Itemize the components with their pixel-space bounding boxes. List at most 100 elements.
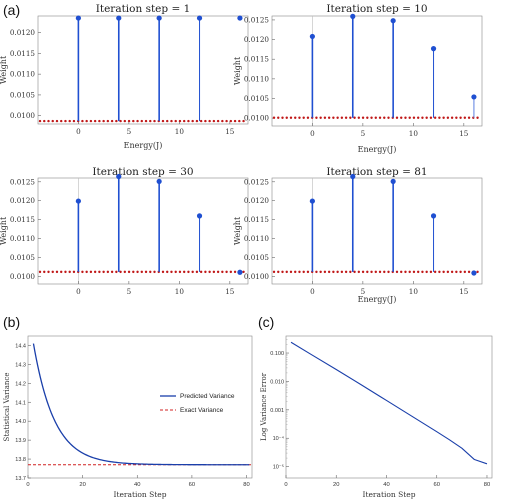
baseline-dot <box>383 270 386 274</box>
plot-frame <box>37 15 249 125</box>
y-tick-label: 14.1 <box>15 400 26 406</box>
baseline-dot <box>450 116 454 119</box>
baseline-dot <box>221 270 224 274</box>
baseline-dot <box>400 116 403 119</box>
y-tick-label: 0.0120 <box>10 196 36 205</box>
baseline-dot <box>306 116 310 119</box>
baseline-dot <box>357 116 361 119</box>
y-tick-label: 14.0 <box>15 419 26 425</box>
x-tick-label: 5 <box>127 127 132 136</box>
y-axis-label: Log Variance Error <box>260 372 268 441</box>
baseline-dot <box>106 119 110 123</box>
stem-point <box>430 46 437 52</box>
y-tick-label: 0.0125 <box>244 177 270 186</box>
baseline-dot <box>319 116 322 119</box>
variance-plot: Statistical Variance Iteration Step 13.7 13… <box>3 335 253 499</box>
baseline-dot <box>119 119 122 123</box>
baseline-dot <box>285 270 288 274</box>
baseline-dot <box>178 119 182 123</box>
baseline-dot <box>450 270 454 274</box>
baseline-dot <box>387 270 390 274</box>
y-tick-label: 0.0105 <box>10 253 36 262</box>
baseline-dot <box>119 270 122 274</box>
y-tick-label: 0.0110 <box>10 234 36 243</box>
baseline-dot <box>85 119 88 123</box>
baseline-dot <box>166 270 169 274</box>
x-axis-label: Energy(J) <box>358 145 397 154</box>
baseline-dot <box>233 119 237 123</box>
baseline-dot <box>327 116 331 119</box>
y-tick-label: 0.0100 <box>244 272 270 281</box>
x-tick-label: 15 <box>225 287 235 296</box>
x-tick-label: 10 <box>175 287 185 296</box>
baseline-dot <box>208 119 211 123</box>
x-axis-label: Iteration Step <box>113 490 166 499</box>
baseline-dot <box>178 270 182 274</box>
baseline-dot <box>438 270 441 274</box>
y-tick-label: 0.0100 <box>244 114 270 123</box>
baseline-dot <box>51 270 54 274</box>
baseline-dot <box>102 119 105 123</box>
baseline-dot <box>463 116 467 119</box>
baseline-dot <box>123 270 127 274</box>
baseline-dot <box>136 119 139 123</box>
baseline-dot <box>319 270 322 274</box>
baseline-dot <box>429 116 433 119</box>
baseline-dot <box>60 270 63 274</box>
baseline-dot <box>336 270 339 274</box>
baseline-dot <box>110 270 114 274</box>
x-tick-label: 5 <box>127 287 132 296</box>
baseline-dot <box>416 270 420 274</box>
baseline-dot <box>81 270 84 274</box>
y-tick-label: 0.0100 <box>10 111 36 120</box>
baseline-dot <box>68 119 71 123</box>
baseline-dot <box>340 116 344 119</box>
x-tick-label: 5 <box>361 287 366 296</box>
baseline-dot <box>429 270 433 274</box>
baseline-dot <box>212 119 216 123</box>
stem-plot-step-10: Iteration step = 10 Weight Energy(J) 0.0100… <box>233 3 483 154</box>
stem-point <box>116 173 122 180</box>
y-tick-label: 14.2 <box>15 381 26 387</box>
baseline-dot <box>366 270 369 274</box>
baseline-dot <box>72 270 76 274</box>
plot-frame <box>37 177 249 285</box>
baseline-dot <box>455 270 458 274</box>
stem-point <box>237 15 243 21</box>
stem-point <box>237 269 243 275</box>
stem-point <box>350 13 356 19</box>
baseline-dot <box>357 270 361 274</box>
plot-frame <box>271 177 483 285</box>
baseline-dot <box>442 116 445 119</box>
x-tick-label: 20 <box>333 482 339 488</box>
baseline-dot <box>132 270 135 274</box>
baseline-dot <box>378 270 382 274</box>
baseline-dot <box>344 270 348 274</box>
baseline-dot <box>353 116 356 119</box>
y-tick-label: 0.010 <box>270 379 284 385</box>
baseline-dot <box>404 270 407 274</box>
baseline-dot <box>161 270 165 274</box>
x-tick-label: 40 <box>134 482 140 488</box>
x-axis-label: Energy(J) <box>358 295 397 304</box>
stem-point <box>196 213 203 219</box>
baseline-dot <box>323 116 327 119</box>
log-variance-error-line <box>290 341 488 465</box>
baseline-dot <box>374 270 377 274</box>
baseline-dot <box>199 119 203 123</box>
baseline-dot <box>47 119 50 123</box>
plot-title: Iteration step = 81 <box>326 166 427 178</box>
baseline-dot <box>153 270 156 274</box>
baseline-dot <box>182 270 186 274</box>
stem-point <box>430 213 437 219</box>
y-tick-label: 10⁻⁴ <box>273 435 285 442</box>
baseline-dot <box>170 270 173 274</box>
x-tick-label: 5 <box>361 129 366 138</box>
baseline-dot <box>204 119 207 123</box>
baseline-dot <box>442 270 445 274</box>
baseline-dot <box>315 270 318 274</box>
baseline-dot <box>425 116 428 119</box>
baseline-dot <box>476 270 479 274</box>
baseline-dot <box>93 119 97 123</box>
